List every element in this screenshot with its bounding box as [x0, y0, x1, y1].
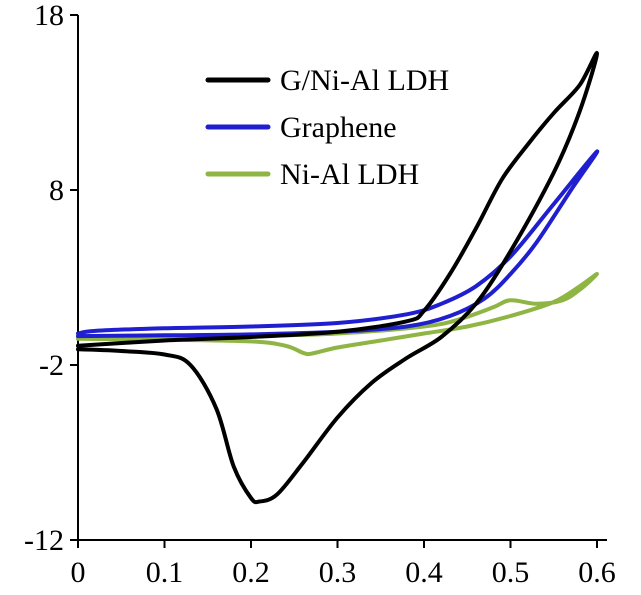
x-tick-label: 0.2	[232, 556, 270, 589]
x-tick-label: 0	[71, 556, 86, 589]
plot-layer: -12 -2 8 18 0 0.1 0.2 0.3 0.4 0.5 0.6 G/Ni-Al LDH Gr…	[24, 0, 616, 589]
y-tick-label: -12	[24, 524, 64, 557]
series-line-g-ni-al-ldh	[76, 51, 599, 505]
y-tick-label: 18	[34, 0, 64, 32]
legend-label-graphene: Graphene	[280, 111, 397, 144]
x-tick-label: 0.6	[578, 556, 616, 589]
x-tick-label: 0.5	[492, 556, 530, 589]
x-tick-label: 0.4	[405, 556, 443, 589]
y-tick-label: -2	[39, 349, 64, 382]
y-tick-label: 8	[49, 174, 64, 207]
x-tick-label: 0.1	[146, 556, 184, 589]
legend-label-g-ni-al-ldh: G/Ni-Al LDH	[280, 64, 449, 97]
legend-label-ni-al-ldh: Ni-Al LDH	[280, 158, 419, 191]
x-tick-label: 0.3	[319, 556, 357, 589]
